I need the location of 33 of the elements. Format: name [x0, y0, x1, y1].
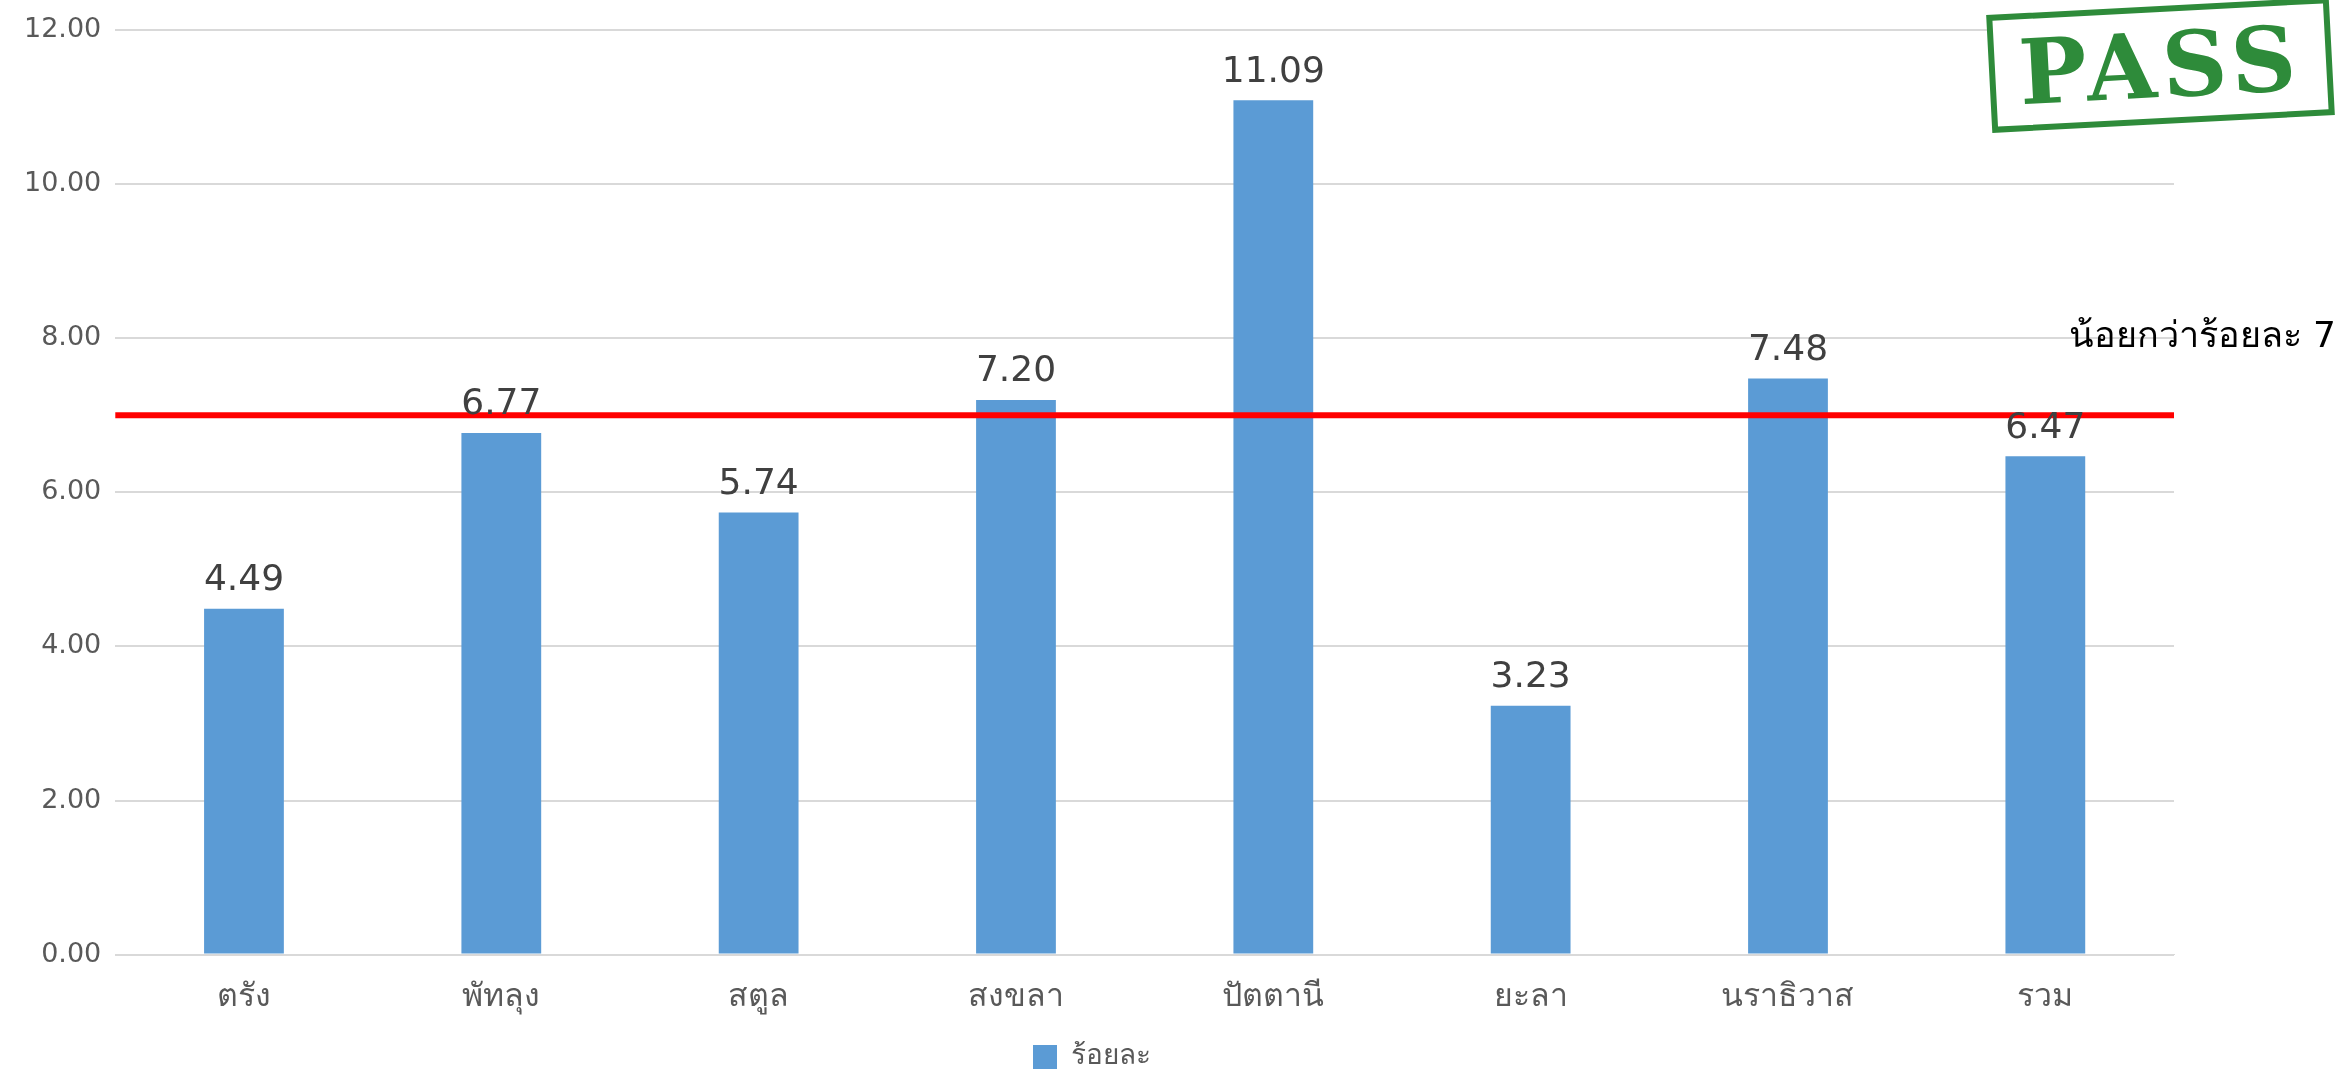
text: 5.74	[718, 460, 799, 502]
x-tick-label: ยะลา	[1493, 976, 1568, 1015]
text: 6.77	[461, 381, 542, 423]
text: 11.09	[1221, 48, 1325, 90]
ref-line-label: น้อยกว่าร้อยละ 7	[2068, 313, 2336, 355]
legend-label: ร้อยละ	[1071, 1038, 1151, 1072]
x-tick-label: รวม	[2017, 976, 2074, 1015]
x-tick-label: ตรัง	[216, 976, 271, 1015]
x-tick-label: สตูล	[728, 976, 790, 1016]
y-tick-label: 2.00	[41, 782, 102, 814]
pass-stamp: PASS	[1986, 0, 2335, 133]
x-tick-label: สงขลา	[967, 976, 1064, 1015]
text: 7.20	[975, 348, 1057, 390]
bar	[204, 608, 284, 954]
y-tick-label: 4.00	[41, 628, 102, 660]
bar	[2005, 456, 2086, 954]
bar	[718, 512, 799, 954]
x-tick-label: พัทลุง	[462, 976, 541, 1016]
bar	[1490, 705, 1571, 954]
bar	[976, 399, 1056, 954]
text: 3.23	[1490, 654, 1571, 696]
y-tick-label: 12.00	[24, 12, 102, 44]
y-tick-label: 6.00	[41, 474, 102, 506]
y-tick-label: 0.00	[41, 936, 102, 968]
bar	[1233, 100, 1314, 954]
y-tick-label: 8.00	[41, 320, 102, 352]
x-tick-label: ปัตตานี	[1222, 976, 1325, 1015]
x-tick-label: นราธิวาส	[1721, 976, 1855, 1015]
text: 4.49	[203, 557, 285, 599]
bar	[1748, 378, 1828, 954]
text: 7.48	[1747, 326, 1829, 368]
y-tick-label: 10.00	[24, 166, 102, 198]
bar	[461, 433, 542, 954]
